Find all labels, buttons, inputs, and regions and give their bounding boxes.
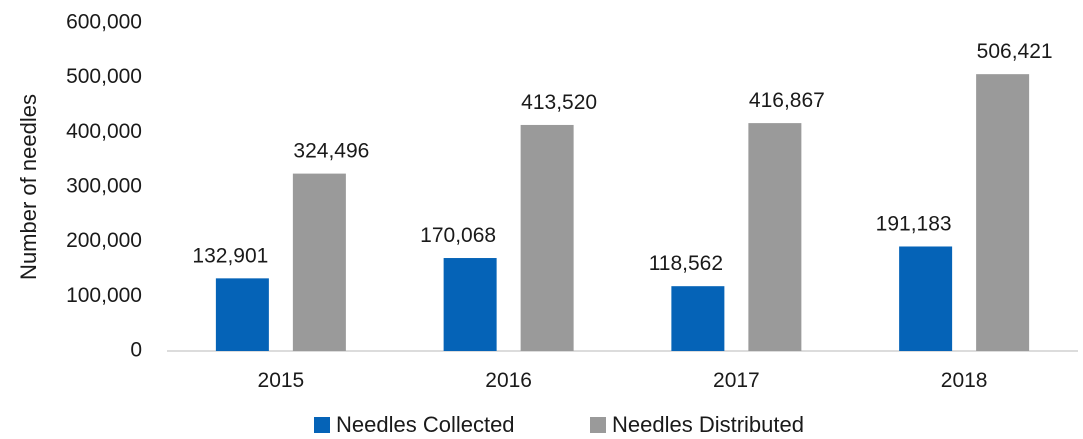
y-tick-label: 300,000 xyxy=(66,175,142,198)
y-tick-label: 400,000 xyxy=(66,120,142,143)
legend-swatch-collected xyxy=(314,417,330,433)
bar-collected-2017 xyxy=(671,286,725,351)
legend-label-collected: Needles Collected xyxy=(336,412,515,437)
legend-swatch-distributed xyxy=(590,417,606,433)
bar-distributed-2015 xyxy=(292,173,346,351)
legend-label-distributed: Needles Distributed xyxy=(612,412,804,437)
x-tick-label: 2018 xyxy=(941,369,988,392)
data-label-distributed-2015: 324,496 xyxy=(293,140,369,163)
data-label-collected-2017: 118,562 xyxy=(649,252,723,275)
bar-distributed-2016 xyxy=(520,124,574,351)
data-label-distributed-2016: 413,520 xyxy=(521,91,597,114)
legend: Needles Collected Needles Distributed xyxy=(314,412,804,437)
data-label-collected-2015: 132,901 xyxy=(192,244,268,267)
x-tick-label: 2017 xyxy=(713,369,760,392)
y-tick-label: 100,000 xyxy=(66,284,142,307)
y-axis-ticks: 0 100,000 200,000 300,000 400,000 500,000 600,… xyxy=(66,11,142,362)
x-axis-ticks: 2015 2016 2017 2018 xyxy=(258,369,988,392)
data-label-collected-2018: 191,183 xyxy=(876,212,952,235)
y-axis-label: Number of needles xyxy=(16,94,41,280)
y-tick-label: 0 xyxy=(130,339,142,362)
bar-distributed-2017 xyxy=(748,123,802,352)
bar-collected-2018 xyxy=(899,246,953,351)
data-label-distributed-2017: 416,867 xyxy=(749,89,825,112)
data-label-distributed-2018: 506,421 xyxy=(977,40,1053,63)
bars: 132,901 324,496 170,068 413,520 118,562 416,8… xyxy=(192,40,1053,352)
data-label-collected-2016: 170,068 xyxy=(420,224,496,247)
x-tick-label: 2016 xyxy=(485,369,532,392)
bar-collected-2016 xyxy=(443,258,497,351)
y-tick-label: 500,000 xyxy=(66,65,142,88)
bar-distributed-2018 xyxy=(976,74,1030,351)
y-tick-label: 600,000 xyxy=(66,11,142,34)
bar-collected-2015 xyxy=(215,278,269,351)
x-tick-label: 2015 xyxy=(258,369,305,392)
y-tick-label: 200,000 xyxy=(66,229,142,252)
